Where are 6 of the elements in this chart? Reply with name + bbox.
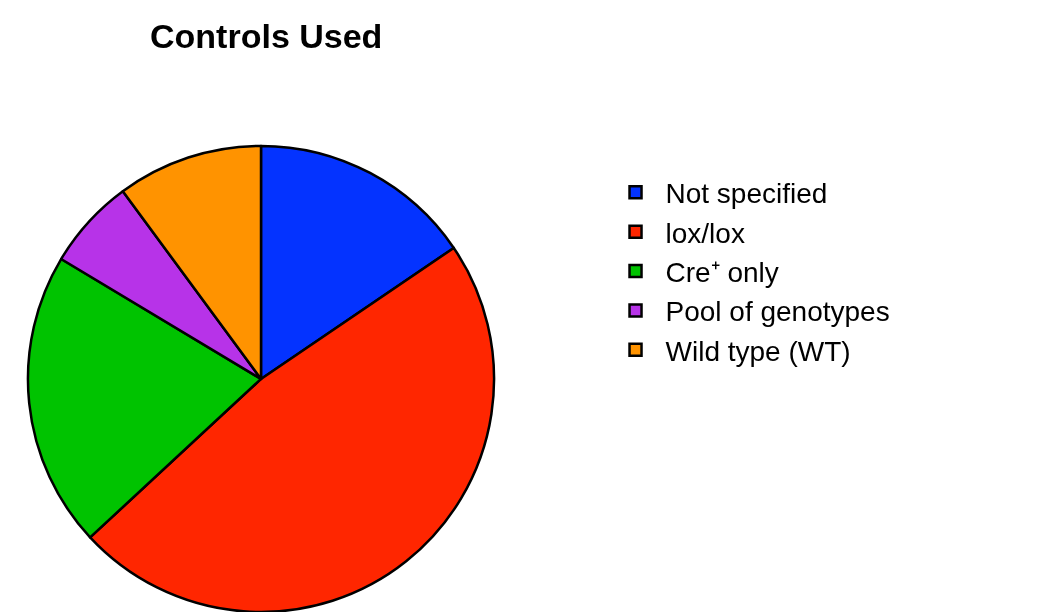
legend-label: Cre⁺ only <box>665 256 779 288</box>
legend-label: Not specified <box>665 178 828 210</box>
legend-label: Pool of genotypes <box>665 296 890 328</box>
legend-label: lox/lox <box>665 217 745 249</box>
legend-label: Wild type (WT) <box>665 335 851 367</box>
chart-title: Controls Used <box>150 17 383 56</box>
